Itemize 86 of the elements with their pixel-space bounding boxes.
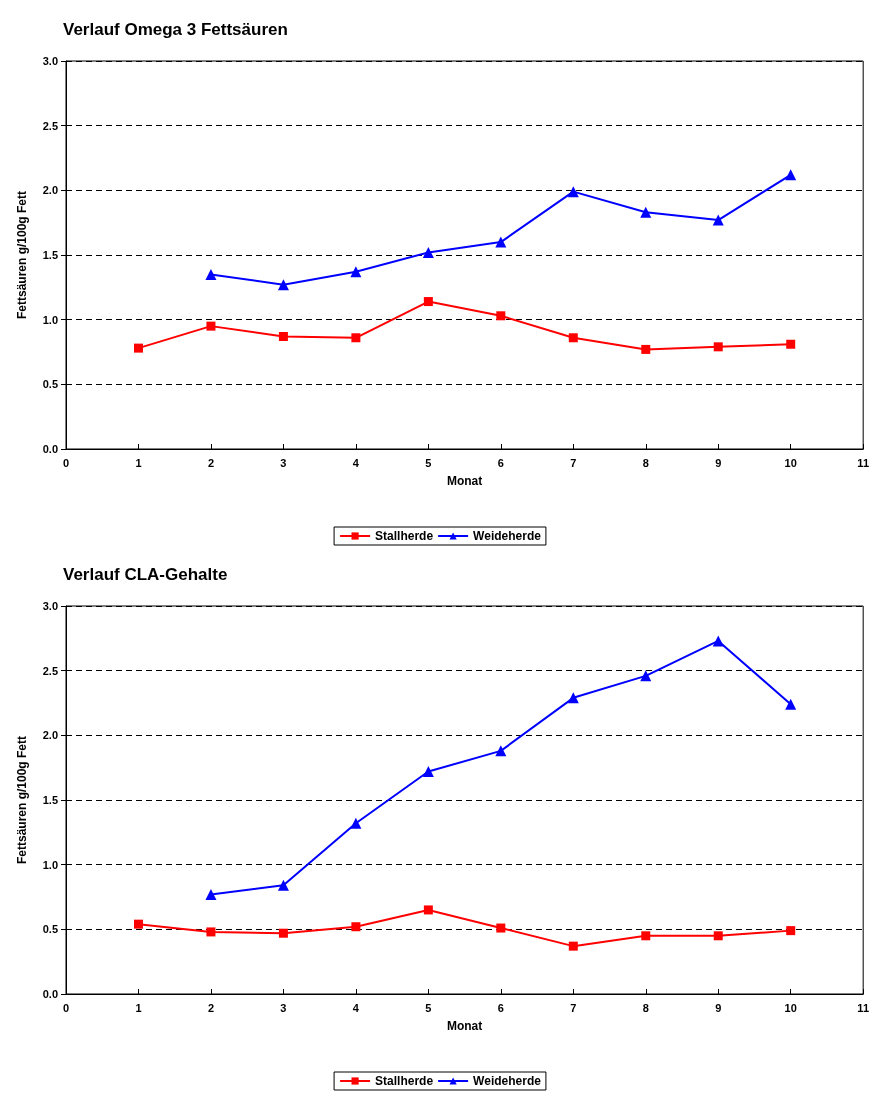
y-tick-label: 0.0 [42,988,58,1000]
point [641,931,651,941]
point [785,169,797,181]
y-tick-label: 1.5 [42,794,58,806]
x-tick-label: 1 [135,1001,142,1014]
point [495,236,507,248]
x-tick-label: 4 [352,1001,360,1014]
chart-title: Verlauf Omega 3 Fettsäuren [63,20,288,39]
x-tick-label: 2 [207,1001,215,1014]
point [713,342,723,352]
point [568,333,578,343]
y-tick-label: 1.0 [42,858,58,871]
y-tick-label: 2.5 [42,119,58,132]
point [495,745,507,757]
x-tick-label: 5 [425,1001,432,1014]
legend-label: Stallherde [375,529,434,543]
point [568,941,578,951]
y-tick-label: 0.5 [42,923,58,936]
point [350,817,362,829]
point [205,268,217,280]
point [423,297,433,307]
y-tick-label: 3.0 [42,600,58,612]
x-tick-label: 7 [570,456,577,469]
x-tick-label: 2 [207,456,215,469]
point [351,333,361,343]
point [567,692,579,704]
point [278,928,288,938]
x-tick-label: 0 [62,1001,70,1014]
point [205,888,217,900]
y-axis-title: Fettsäuren g/100g Fett [15,190,29,320]
point [422,246,434,258]
x-axis-title: Monat [446,474,483,488]
x-tick-label: 6 [497,456,504,469]
y-tick-label: 0.0 [42,443,58,455]
x-tick-label: 8 [642,456,649,469]
legend-label: Weideherde [473,529,542,543]
x-tick-label: 7 [570,1001,577,1014]
point [351,922,361,932]
x-tick-label: 3 [280,456,287,469]
y-tick-label: 0.5 [42,378,58,391]
point [133,919,143,929]
y-tick-label: 1.0 [42,313,58,326]
point [422,766,434,778]
point [277,879,289,891]
y-tick-label: 2.0 [42,184,58,197]
y-tick-label: 2.0 [42,729,58,742]
x-tick-label: 9 [715,456,722,469]
x-tick-label: 10 [784,1001,797,1014]
chart-title: Verlauf CLA-Gehalte [63,565,228,584]
x-tick-label: 8 [642,1001,649,1014]
point [350,266,362,278]
y-axis-title: Fettsäuren g/100g Fett [15,735,29,865]
x-tick-label: 4 [352,456,360,469]
point [641,344,651,354]
point [713,931,723,941]
y-tick-label: 3.0 [42,55,58,67]
point [786,926,796,936]
point [206,321,216,331]
point [496,923,506,933]
point [712,214,724,226]
x-tick-label: 1 [135,456,142,469]
x-tick-label: 11 [857,456,870,469]
legend-label: Stallherde [375,1074,434,1088]
point [277,279,289,291]
point [640,206,652,218]
point [786,339,796,349]
point [206,927,216,937]
point [567,186,579,198]
x-axis-title: Monat [446,1019,483,1033]
point [133,343,143,353]
point [640,670,652,682]
point [496,311,506,321]
x-tick-label: 6 [497,1001,504,1014]
x-tick-label: 10 [784,456,797,469]
x-tick-label: 5 [425,456,432,469]
x-tick-label: 3 [280,1001,287,1014]
x-tick-label: 11 [857,1001,870,1014]
point [785,698,797,710]
legend-label: Weideherde [473,1074,542,1088]
point [278,331,288,341]
y-tick-label: 1.5 [42,249,58,261]
point [712,635,724,647]
point [423,905,433,915]
x-tick-label: 9 [715,1001,722,1014]
x-tick-label: 0 [62,456,70,469]
y-tick-label: 2.5 [42,664,58,677]
